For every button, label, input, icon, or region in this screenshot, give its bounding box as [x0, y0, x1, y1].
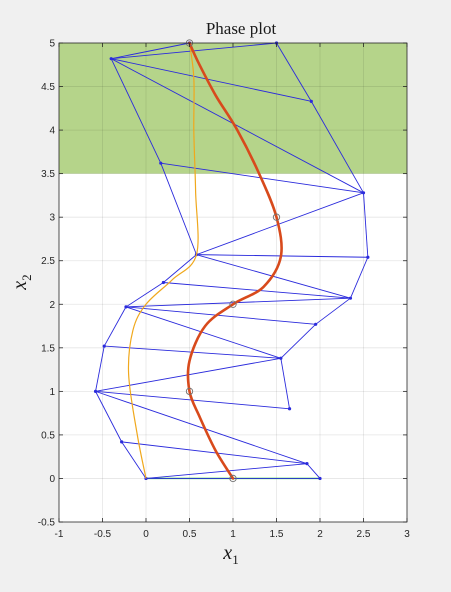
- x-tick-label: 1.5: [270, 529, 284, 540]
- mesh-edge: [363, 192, 369, 258]
- x-tick-label: -0.5: [94, 529, 112, 540]
- mesh-node: [109, 57, 113, 61]
- mesh-edge: [95, 391, 123, 443]
- mesh-edge: [111, 42, 190, 60]
- boundary-trajectory-line: [127, 42, 199, 479]
- mesh-edge: [276, 42, 312, 102]
- y-tick-label: 4: [49, 126, 55, 137]
- plot-area: [58, 39, 408, 523]
- y-tick-label: 3: [49, 213, 55, 224]
- mesh-edge: [280, 323, 316, 359]
- mesh-edge: [95, 345, 105, 392]
- x-tick-label: 0: [143, 529, 149, 540]
- x-tick-label: 1: [230, 529, 236, 540]
- x-tick-label: 0.5: [183, 529, 197, 540]
- mesh-edge: [125, 306, 316, 325]
- y-tick-label: 3.5: [41, 169, 55, 180]
- mesh-edge: [145, 463, 307, 479]
- mesh-edge: [350, 257, 369, 299]
- mesh-edge: [306, 463, 321, 479]
- mesh-edge: [125, 306, 281, 359]
- mesh-node: [93, 389, 98, 393]
- optimal-trajectory-line: [186, 41, 283, 480]
- x-tick-label: 2: [317, 529, 323, 540]
- mesh-edge: [95, 390, 308, 465]
- mesh-edge: [125, 282, 164, 308]
- waypoint-marker: [272, 213, 281, 221]
- x-axis-label: x1: [222, 542, 238, 567]
- mesh-node: [305, 462, 309, 466]
- mesh-node: [279, 356, 283, 360]
- mesh-edge: [111, 58, 312, 102]
- x-tick-label: 2.5: [357, 529, 371, 540]
- mesh-edge: [310, 101, 364, 194]
- waypoint-marker: [229, 474, 237, 483]
- mesh-node: [124, 305, 128, 309]
- mesh-node: [120, 440, 124, 444]
- mesh-node: [361, 191, 366, 195]
- y-tick-label: 0.5: [41, 430, 55, 441]
- mesh-edge: [110, 58, 364, 194]
- mesh-node: [287, 407, 292, 411]
- mesh-edge: [103, 306, 127, 347]
- mesh-node: [309, 99, 313, 103]
- mesh-edge: [163, 254, 197, 283]
- y-tick-label: 2: [49, 300, 55, 311]
- y-tick-label: 5: [49, 39, 55, 50]
- mesh-node: [161, 280, 165, 285]
- mesh-node: [314, 322, 318, 326]
- mesh-node: [102, 344, 106, 348]
- mesh-node: [348, 296, 353, 300]
- y-tick-label: 0: [49, 474, 55, 485]
- y-axis-label: x2: [9, 274, 34, 290]
- chart-title: Phase plot: [206, 19, 277, 38]
- x-tick-label: 3: [404, 529, 410, 540]
- mesh-edge: [315, 297, 351, 325]
- waypoint-marker: [185, 387, 194, 396]
- mesh-node: [159, 161, 163, 165]
- y-tick-label: 1.5: [41, 343, 55, 354]
- mesh-node: [366, 255, 370, 259]
- mesh-node: [318, 476, 322, 481]
- mesh-edge: [121, 441, 147, 479]
- waypoint-marker: [229, 300, 237, 308]
- tick-labels: -1 -0.5 0 0.5 1 1.5 2 2.5 3-0.500.511.522.533.54…: [38, 39, 410, 541]
- mesh-edge: [160, 163, 197, 255]
- mesh-edge: [110, 58, 162, 164]
- x-tick-label: -1: [55, 529, 64, 540]
- target-region: [59, 43, 407, 174]
- y-tick-label: -0.5: [38, 518, 56, 529]
- mesh-edge: [280, 358, 290, 409]
- mesh-edge: [196, 192, 364, 256]
- y-tick-label: 4.5: [41, 82, 55, 93]
- mesh-edge: [121, 441, 308, 465]
- y-tick-label: 2.5: [41, 256, 55, 267]
- y-tick-label: 1: [49, 387, 55, 398]
